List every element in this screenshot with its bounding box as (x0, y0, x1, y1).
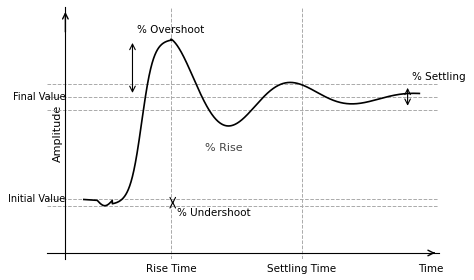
Text: Rise Time: Rise Time (146, 264, 196, 274)
Text: % Rise: % Rise (205, 143, 242, 153)
Text: Initial Value: Initial Value (8, 195, 65, 204)
Text: Time: Time (419, 264, 444, 274)
Text: % Settling: % Settling (411, 72, 465, 82)
Text: % Overshoot: % Overshoot (137, 25, 204, 35)
Text: Final Value: Final Value (13, 92, 65, 102)
Text: % Undershoot: % Undershoot (177, 208, 250, 218)
Text: Settling Time: Settling Time (267, 264, 337, 274)
Y-axis label: Amplitude: Amplitude (53, 104, 63, 162)
